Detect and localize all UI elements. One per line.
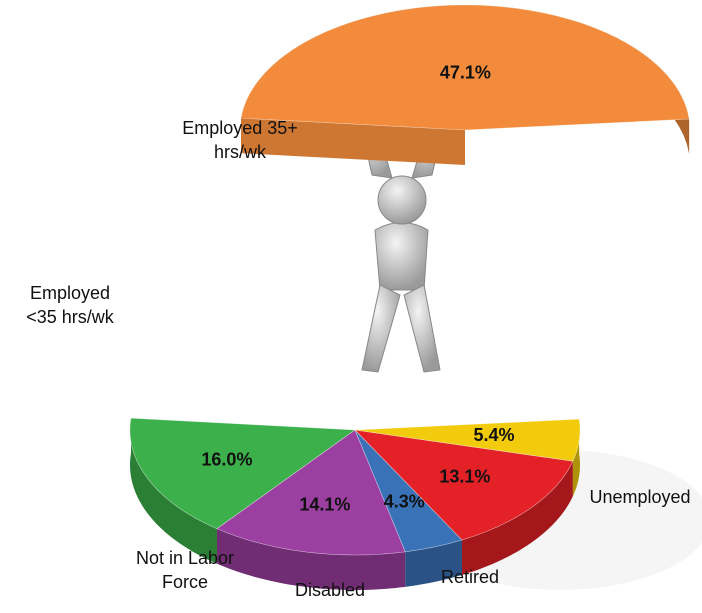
slice — [354, 418, 581, 462]
value-label: 14.1% — [299, 494, 350, 514]
slice-side — [572, 419, 580, 497]
slice-side — [405, 539, 463, 587]
value-label: 16.0% — [201, 449, 252, 469]
category-label: Disabled — [294, 580, 366, 600]
slice-edge — [241, 118, 465, 165]
category-label: Unemployed — [589, 487, 691, 507]
category-label: Not in Labor Force — [135, 548, 235, 592]
slice-side — [216, 528, 406, 590]
slice — [216, 429, 406, 556]
slice — [129, 417, 356, 530]
slice-side — [462, 461, 573, 575]
category-label: Retired — [440, 567, 500, 587]
category-label: Employed <35 hrs/wk — [26, 283, 114, 327]
value-label: 5.4% — [474, 425, 515, 445]
value-label: 13.1% — [439, 466, 490, 486]
slice — [240, 4, 690, 131]
slice-side — [130, 418, 217, 564]
value-label: 47.1% — [440, 63, 491, 83]
slice — [354, 429, 574, 541]
value-label: 4.3% — [384, 491, 425, 511]
category-label: Employed 35+ hrs/wk — [182, 118, 298, 162]
